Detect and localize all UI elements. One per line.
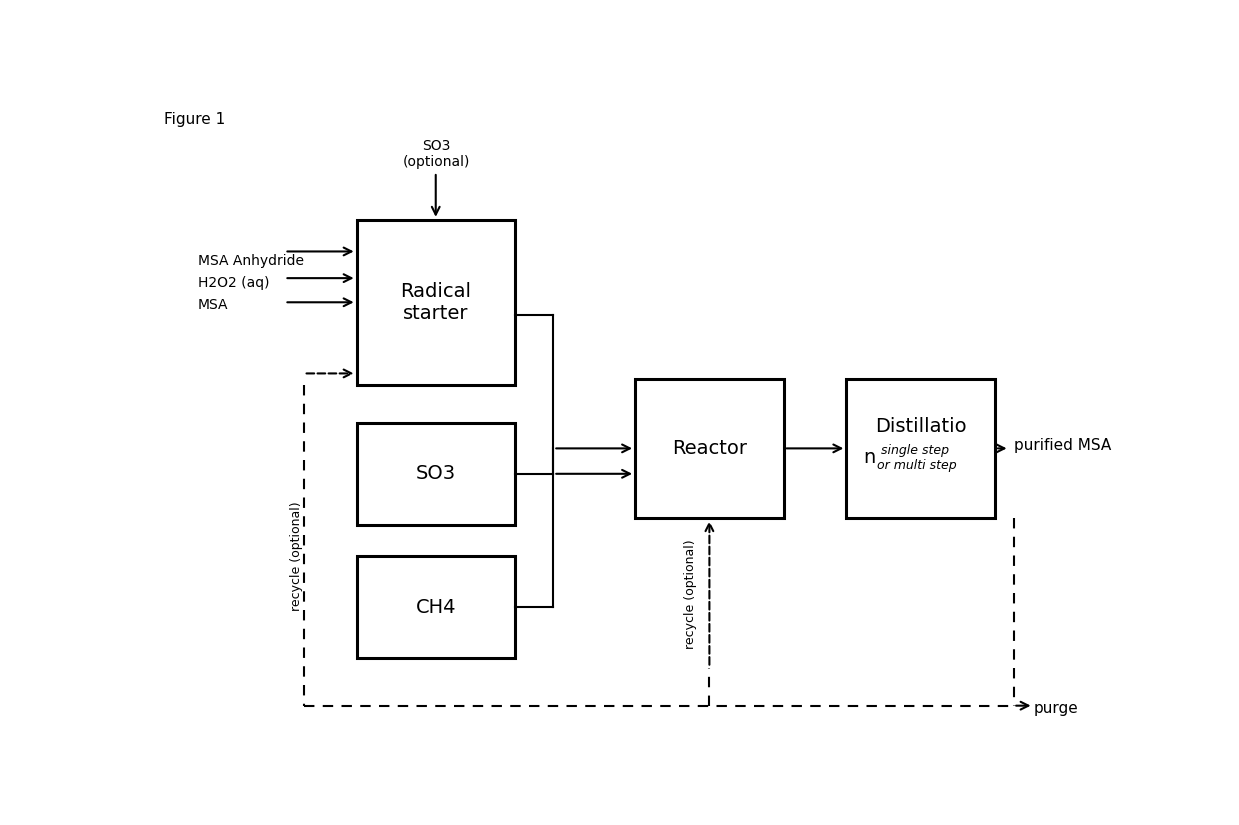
Text: single step
or multi step: single step or multi step — [877, 444, 957, 472]
Text: recycle (optional): recycle (optional) — [290, 502, 304, 611]
Text: Figure 1: Figure 1 — [165, 111, 225, 127]
Text: n: n — [864, 449, 876, 468]
Text: purge: purge — [1033, 701, 1078, 716]
Bar — [636, 379, 784, 518]
Text: H2O2 (aq): H2O2 (aq) — [198, 276, 270, 290]
Text: recycle (optional): recycle (optional) — [684, 540, 698, 649]
Bar — [846, 379, 995, 518]
Bar — [357, 423, 515, 525]
Text: purified MSA: purified MSA — [1015, 438, 1111, 453]
Text: SO3: SO3 — [415, 464, 456, 483]
Bar — [357, 556, 515, 658]
Text: MSA Anhydride: MSA Anhydride — [198, 254, 304, 268]
Text: Distillatio: Distillatio — [875, 417, 966, 436]
Text: Radical
starter: Radical starter — [400, 282, 471, 323]
Bar — [357, 219, 515, 384]
Text: CH4: CH4 — [415, 597, 456, 617]
Text: MSA: MSA — [198, 299, 228, 313]
Text: SO3
(optional): SO3 (optional) — [403, 139, 470, 169]
Text: Reactor: Reactor — [672, 439, 747, 458]
